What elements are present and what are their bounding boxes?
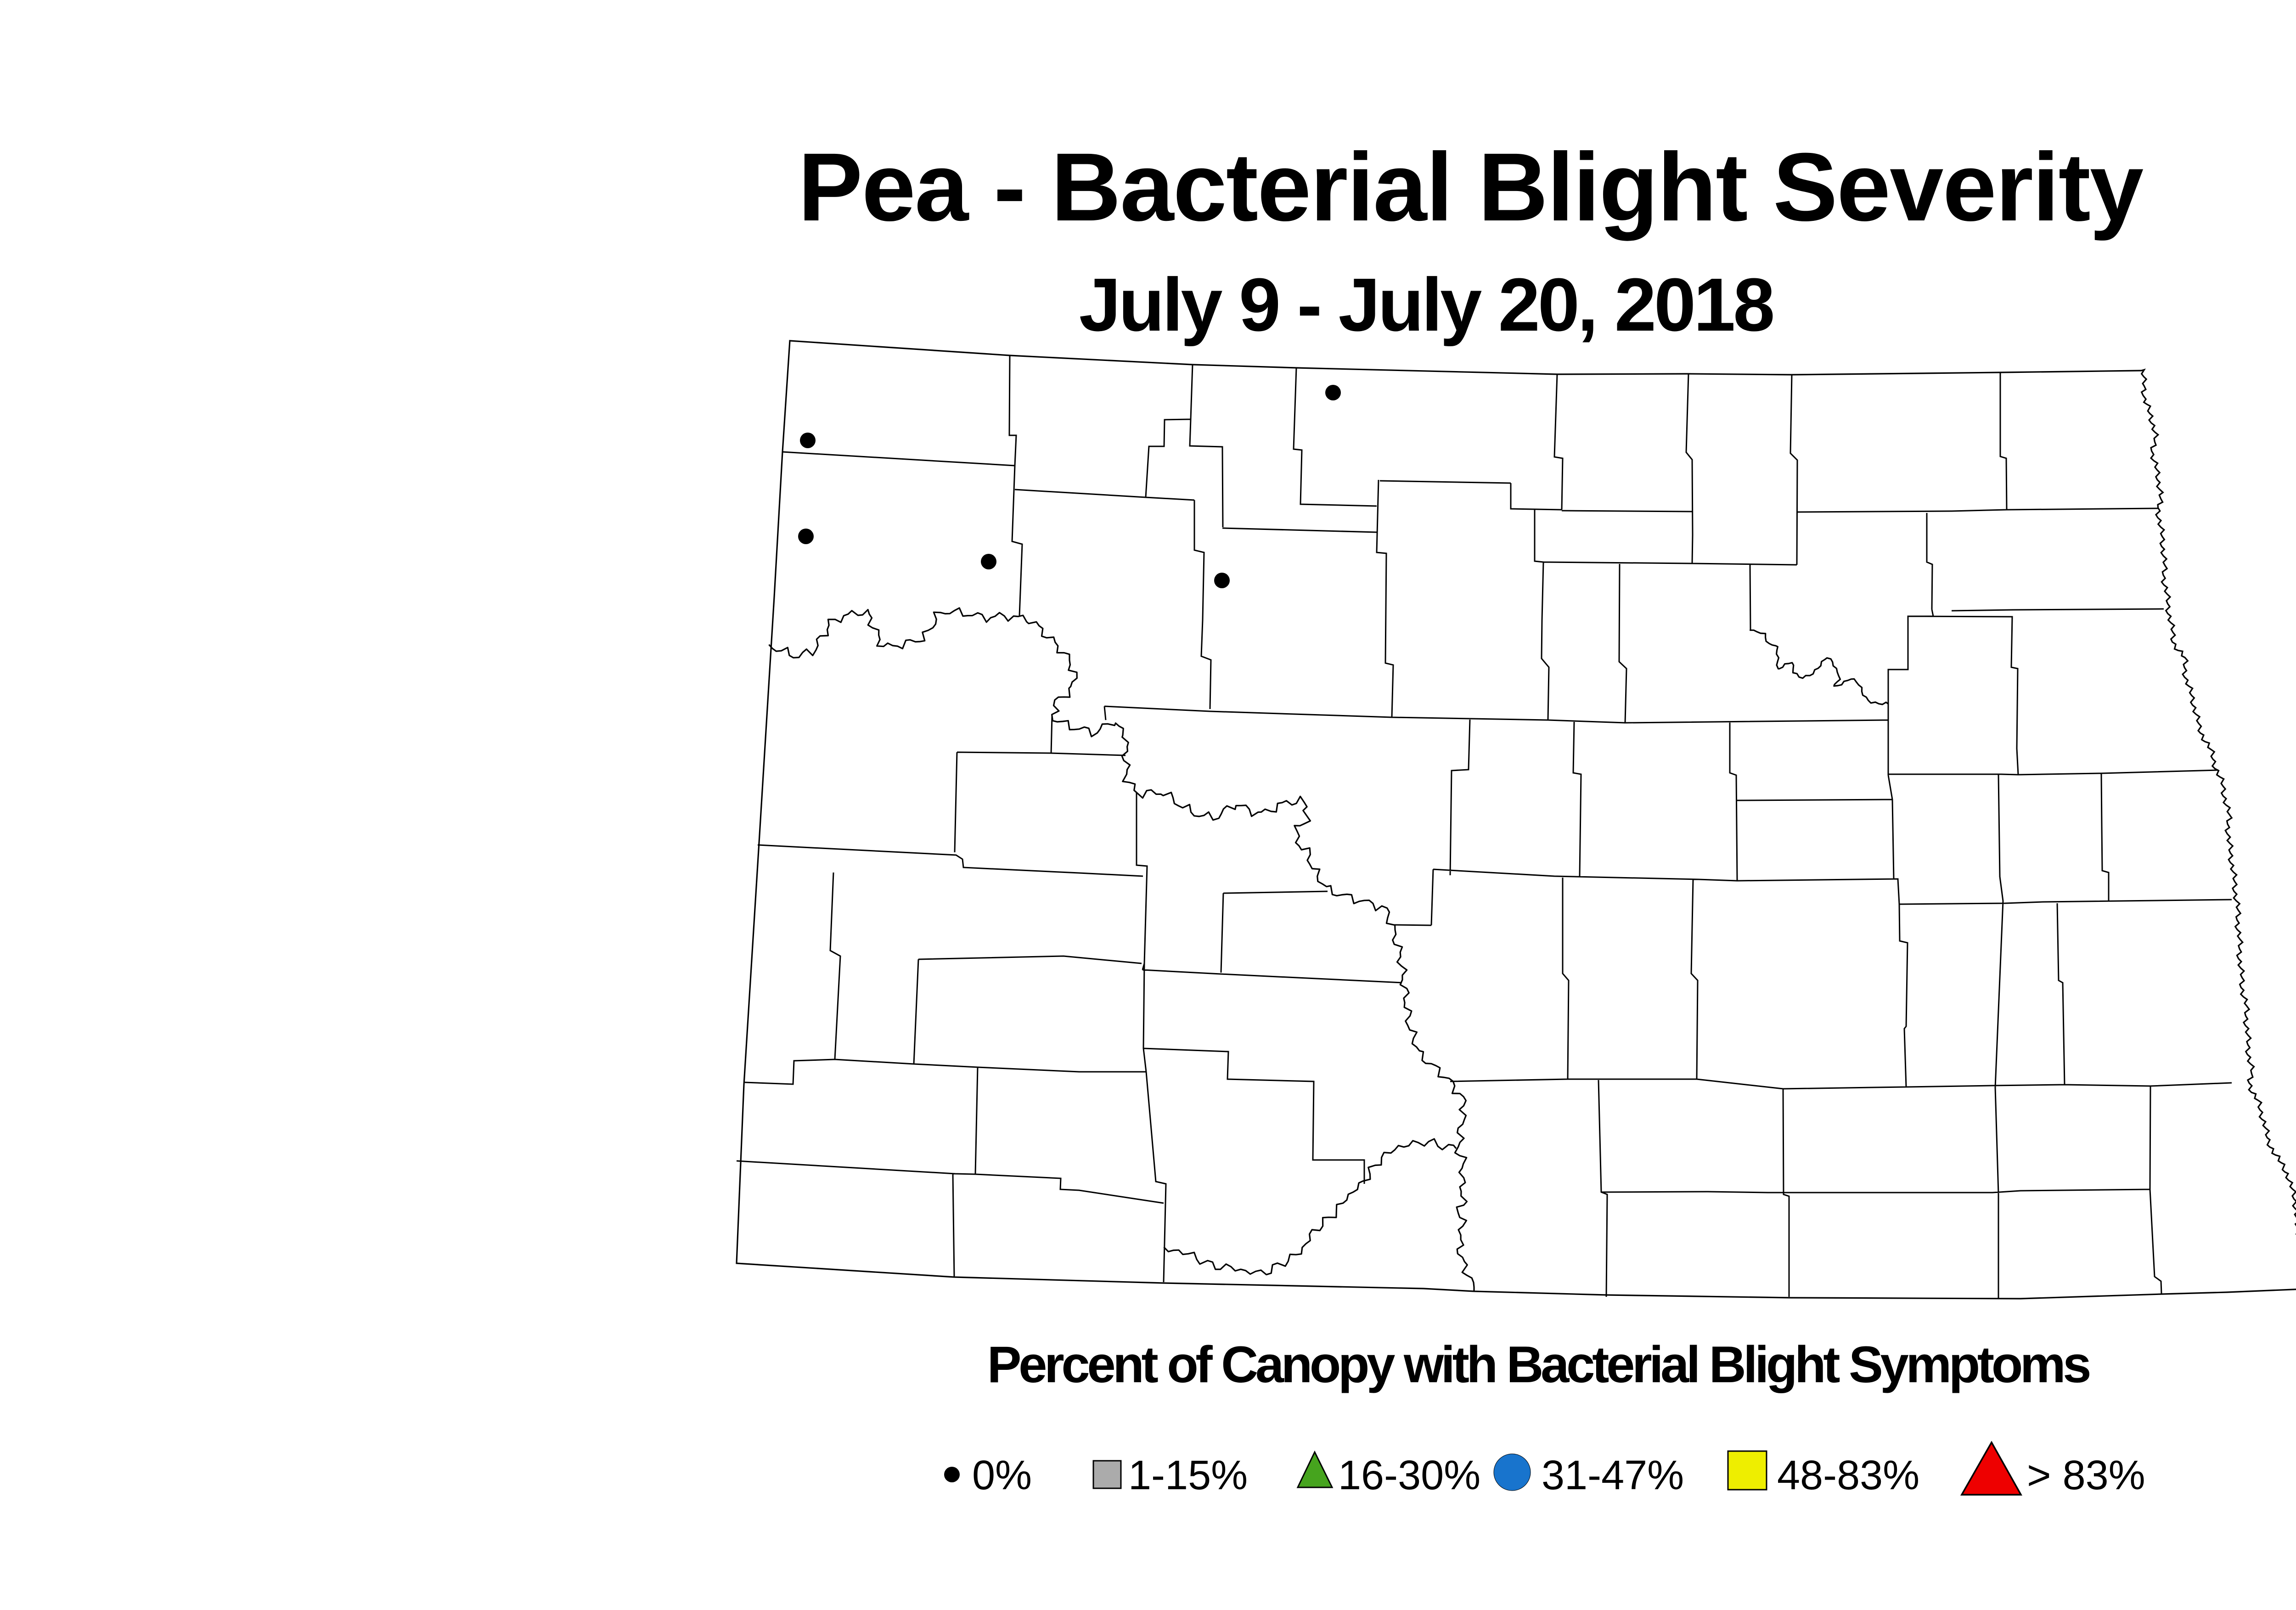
svg-text:1-15%: 1-15% [1128,1452,1248,1498]
svg-text:Percent of Canopy with Bacteri: Percent of Canopy with Bacterial Blight … [987,1336,2090,1393]
svg-text:16-30%: 16-30% [1338,1452,1480,1498]
svg-text:0%: 0% [972,1452,1032,1498]
svg-text:July 9 - July 20, 2018: July 9 - July 20, 2018 [1079,263,1773,347]
svg-text:Pea - Bacterial Blight Severit: Pea - Bacterial Blight Severity [798,133,2144,241]
svg-text:31-47%: 31-47% [1542,1452,1684,1498]
svg-text:48-83%: 48-83% [1777,1452,1919,1498]
svg-text:> 83%: > 83% [2027,1452,2145,1498]
